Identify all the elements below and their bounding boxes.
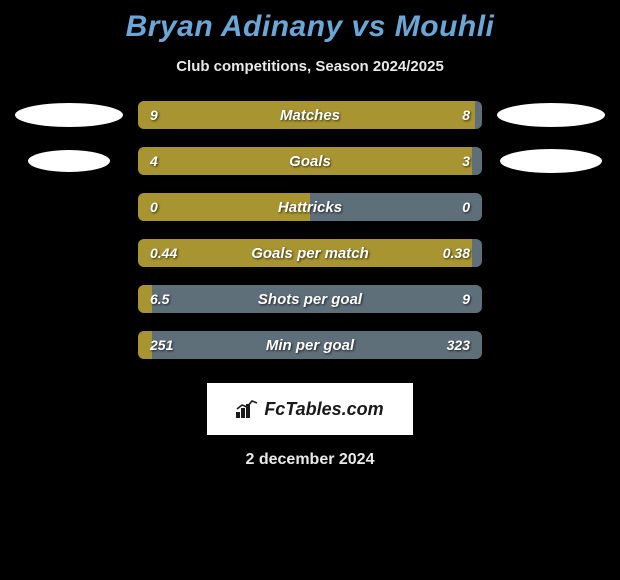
brand-text: FcTables.com [264,399,383,420]
subtitle: Club competitions, Season 2024/2025 [0,58,620,75]
right-ellipse-0 [497,103,605,127]
stat-fill-left [138,239,472,267]
stat-fill-left [138,285,152,313]
stat-row-bg [138,147,482,175]
date-line: 2 december 2024 [0,451,620,469]
stat-row-bg [138,101,482,129]
stat-row: Goals per match0.440.38 [138,239,482,267]
stat-row: Min per goal251323 [138,331,482,359]
left-ellipse-1 [28,150,110,172]
stat-row: Shots per goal6.59 [138,285,482,313]
right-ellipse-1 [500,149,602,173]
stat-fill-right [472,147,482,175]
brand-box: FcTables.com [207,383,413,435]
stat-fill-right [152,331,482,359]
stat-row: Hattricks00 [138,193,482,221]
stat-row-bg [138,331,482,359]
stat-row-bg [138,193,482,221]
stat-fill-left [138,331,152,359]
stat-row: Matches98 [138,101,482,129]
stat-fill-right [152,285,482,313]
chart-icon [236,400,258,418]
stat-row-bg [138,285,482,313]
comparison-container: Matches98 Goals43 Hattricks00 Goals per mat… [0,101,620,377]
stat-fill-right [472,239,482,267]
stat-fill-left [138,147,472,175]
page-title: Bryan Adinany vs Mouhli [0,0,620,44]
stat-row-bg [138,239,482,267]
stat-row: Goals43 [138,147,482,175]
stat-fill-right [310,193,482,221]
left-ellipse-0 [15,103,123,127]
stat-fill-left [138,193,310,221]
stat-fill-left [138,101,475,129]
stat-fill-right [475,101,482,129]
